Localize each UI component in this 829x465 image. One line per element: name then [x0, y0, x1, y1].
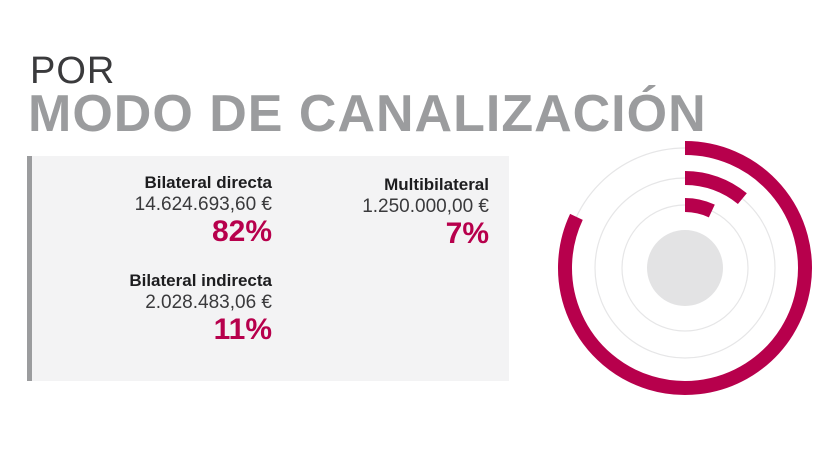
center-disc — [647, 230, 723, 306]
stat-percent: 11% — [213, 313, 272, 347]
stat-name: Multibilateral — [384, 175, 489, 194]
radial-bar-bilateral-directa — [558, 141, 812, 395]
stat-name: Bilateral directa — [144, 173, 272, 192]
stat-bilateral-indirecta: Bilateral indirecta 2.028.483,06 € 11% — [32, 271, 272, 347]
stat-percent: 7% — [445, 217, 489, 251]
stat-amount: 14.624.693,60 € — [134, 193, 272, 215]
stat-name: Bilateral indirecta — [129, 271, 272, 290]
stat-amount: 1.250.000,00 € — [362, 195, 489, 217]
radial-bar-multibilateral — [684, 198, 715, 218]
radial-bar-bilateral-indirecta — [684, 171, 747, 205]
stat-amount: 2.028.483,06 € — [145, 291, 272, 313]
title-small: POR — [30, 50, 116, 92]
stat-multibilateral: Multibilateral 1.250.000,00 € 7% — [287, 175, 489, 251]
title-big: MODO DE CANALIZACIÓN — [28, 85, 707, 143]
stats-panel: Bilateral directa 14.624.693,60 € 82% Mu… — [27, 156, 509, 381]
stat-bilateral-directa: Bilateral directa 14.624.693,60 € 82% — [32, 173, 272, 249]
radial-bar-chart — [558, 141, 812, 395]
stat-percent: 82% — [211, 215, 272, 249]
